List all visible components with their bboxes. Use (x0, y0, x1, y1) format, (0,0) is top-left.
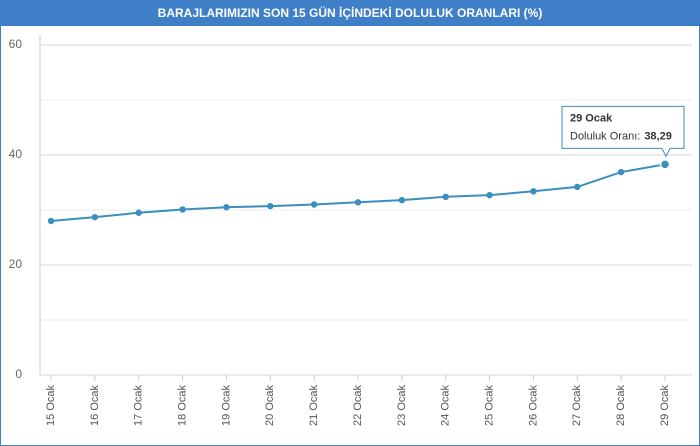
x-tick-label: 24 Ocak (440, 385, 452, 426)
x-tick-label: 25 Ocak (483, 385, 495, 426)
y-tick-label: 20 (9, 257, 23, 271)
tooltip-title: 29 Ocak (570, 112, 613, 124)
x-tick-label: 16 Ocak (89, 385, 101, 426)
x-tick-label: 28 Ocak (615, 385, 627, 426)
x-tick-label: 21 Ocak (308, 385, 320, 426)
data-point (47, 217, 55, 225)
data-point (486, 191, 493, 199)
data-point (354, 199, 362, 206)
data-point (442, 193, 449, 200)
y-tick-label: 40 (9, 147, 23, 161)
x-tick-label: 27 Ocak (571, 385, 583, 426)
data-point (223, 204, 230, 211)
y-tick-label: 60 (9, 37, 23, 51)
grid: 0 20 40 60 15 Ocak 16 Ocak 17 Ocak 18 Ocak 19 Oc… (9, 35, 692, 426)
data-point (267, 202, 274, 210)
plot (47, 159, 671, 225)
data-point (398, 196, 406, 204)
data-point (135, 209, 142, 216)
x-tick-label: 20 Ocak (264, 385, 276, 426)
x-tick-label: 19 Ocak (220, 385, 232, 426)
title-bar (0, 0, 700, 26)
data-point (617, 168, 625, 176)
x-tick-label: 15 Ocak (45, 385, 57, 426)
tooltip-value: 38,29 (644, 130, 672, 142)
data-point (659, 159, 671, 170)
chart-title: BARAJLARIMIZIN SON 15 GÜN İÇİNDEKİ DOLUL… (158, 5, 543, 20)
x-tick-label: 22 Ocak (352, 385, 364, 426)
data-point (530, 188, 537, 195)
data-point (91, 213, 99, 221)
x-tick-label: 26 Ocak (527, 385, 539, 426)
data-point (310, 201, 318, 208)
x-tick-label: 18 Ocak (176, 385, 188, 426)
data-point (574, 183, 581, 191)
y-tick-label: 0 (15, 367, 22, 381)
data-point (179, 206, 186, 213)
tooltip: 29 Ocak Doluluk Oranı: 38,29 (561, 105, 685, 158)
x-tick-label: 23 Ocak (396, 385, 408, 426)
x-tick-label: 17 Ocak (133, 385, 145, 426)
tooltip-label: Doluluk Oranı: (570, 130, 640, 142)
tooltip-box (561, 105, 685, 158)
x-tick-label: 29 Ocak (659, 385, 671, 426)
